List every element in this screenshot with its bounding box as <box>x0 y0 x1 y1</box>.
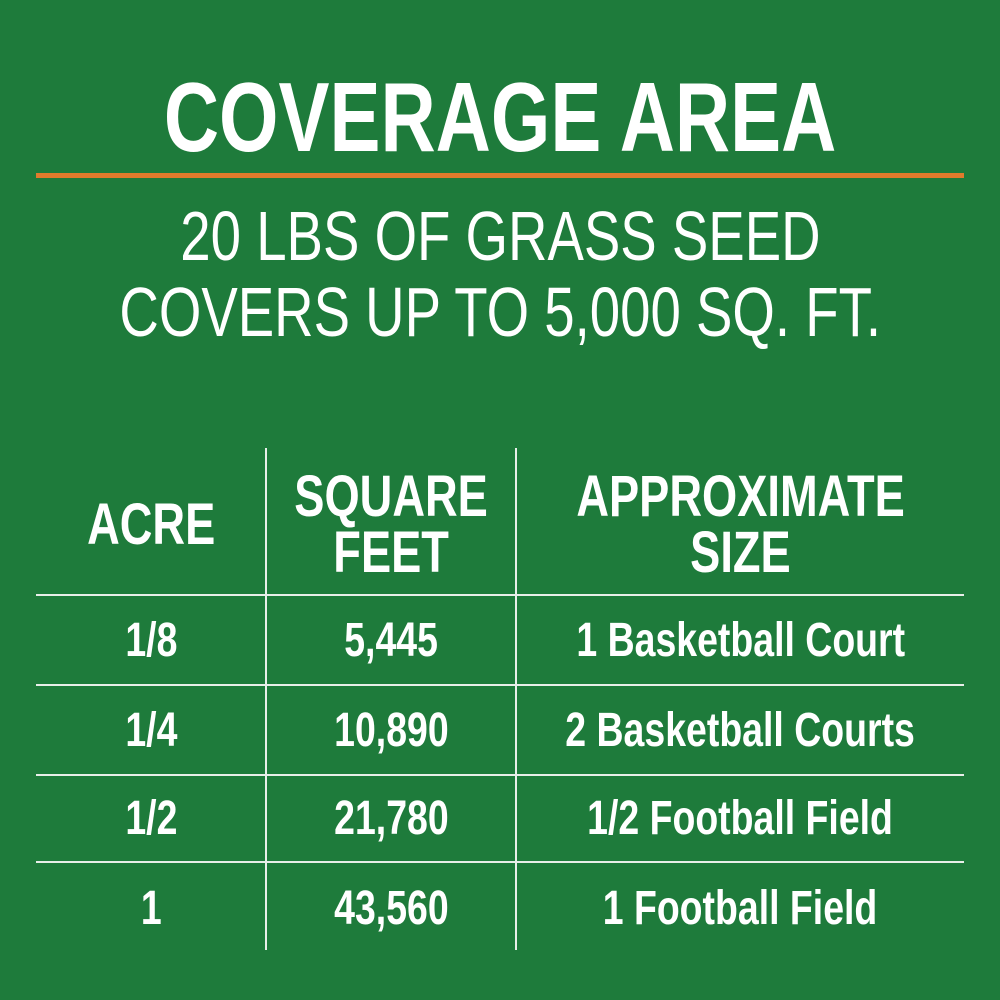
orange-divider <box>36 173 964 178</box>
header-text: APPROXIMATE <box>576 464 905 529</box>
header-approximate-size: APPROXIMATE SIZE <box>517 460 964 590</box>
header-text: SQUARE <box>294 464 489 529</box>
cell-size: 1/2 Football Field <box>587 792 894 845</box>
column-divider <box>265 448 267 950</box>
cell-size: 1 Basketball Court <box>576 613 905 667</box>
cell-acre: 1/2 <box>124 792 178 845</box>
cell-square-feet: 43,560 <box>334 881 449 935</box>
row-divider <box>36 594 964 596</box>
subtitle-text: COVERS UP TO 5,000 SQ. FT. <box>119 273 881 351</box>
page-title: COVERAGE AREA <box>0 62 1000 172</box>
subtitle-line-1: 20 LBS OF GRASS SEED <box>0 196 1000 276</box>
header-acre: ACRE <box>36 460 266 590</box>
subtitle-line-2: COVERS UP TO 5,000 SQ. FT. <box>0 272 1000 352</box>
subtitle-text: 20 LBS OF GRASS SEED <box>179 197 821 275</box>
cell-square-feet: 5,445 <box>344 613 439 667</box>
header-text: FEET <box>333 520 450 585</box>
header-text: SIZE <box>690 520 791 585</box>
cell-square-feet: 21,780 <box>334 792 449 845</box>
row-divider <box>36 861 964 863</box>
cell-acre: 1/4 <box>124 703 178 757</box>
row-divider <box>36 684 964 686</box>
cell-acre: 1/8 <box>124 613 178 667</box>
cell-size: 1 Football Field <box>603 881 878 935</box>
cell-square-feet: 10,890 <box>334 703 449 757</box>
column-divider <box>515 448 517 950</box>
header-square-feet: SQUARE FEET <box>267 460 516 590</box>
cell-acre: 1 <box>140 881 162 935</box>
title-text: COVERAGE AREA <box>163 62 837 172</box>
cell-size: 2 Basketball Courts <box>565 703 916 757</box>
row-divider <box>36 774 964 776</box>
header-text: ACRE <box>86 492 216 557</box>
